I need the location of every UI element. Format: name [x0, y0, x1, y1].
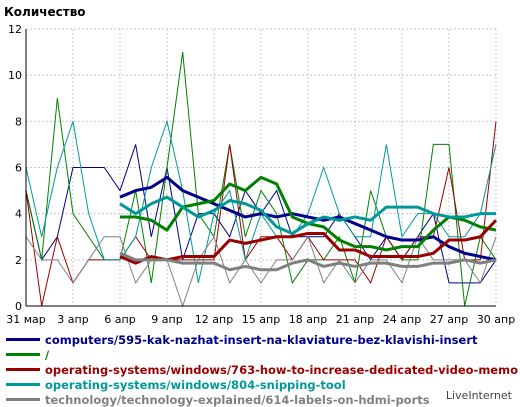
x-tick-label: 30 апр [477, 313, 515, 326]
legend-entry: operating-systems/windows/804-snipping-t… [6, 377, 518, 392]
legend-label: operating-systems/windows/804-snipping-t… [45, 377, 346, 392]
x-tick-label: 3 апр [57, 313, 88, 326]
series-trend-line-4 [119, 195, 496, 235]
axes [25, 29, 496, 307]
series-line-5 [25, 235, 497, 308]
y-tick-label: 4 [15, 208, 22, 221]
x-tick-label: 31 мар [6, 313, 46, 326]
x-tick-label: 27 апр [430, 313, 468, 326]
legend-label: operating-systems/windows/763-how-to-inc… [45, 362, 518, 377]
legend-entry: operating-systems/windows/763-how-to-inc… [6, 362, 518, 377]
y-axis-label: Количество [4, 5, 86, 19]
line-chart: Количество 0 2 4 6 8 10 12 31 мар 3 апр 6 апр 9 а… [4, 5, 515, 326]
legend-label: technology/technology-explained/614-labe… [45, 392, 430, 407]
x-tick-labels: 31 мар 3 апр 6 апр 9 апр 12 апр 15 апр 18 апр 2… [6, 313, 515, 326]
x-tick-label: 18 апр [289, 313, 327, 326]
legend-swatch [6, 383, 40, 386]
smoothed-series-lines [119, 175, 498, 272]
series-trend-line-3 [119, 219, 498, 265]
legend-label: / [45, 347, 50, 362]
y-tick-label: 0 [15, 300, 22, 313]
y-tick-label: 6 [15, 162, 22, 175]
y-tick-label: 12 [8, 23, 22, 36]
x-tick-label: 12 апр [195, 313, 233, 326]
chart-legend: computers/595-kak-nazhat-insert-na-klavi… [6, 332, 518, 407]
legend-label: computers/595-kak-nazhat-insert-na-klavi… [45, 332, 478, 347]
raw-series-lines [25, 52, 497, 308]
legend-swatch [6, 338, 40, 341]
series-trend-line-1 [119, 175, 497, 262]
x-tick-label: 21 апр [336, 313, 374, 326]
legend-entry: technology/technology-explained/614-labe… [6, 392, 518, 407]
legend-swatch [6, 368, 40, 371]
brand-label: LiveInternet [445, 389, 512, 402]
series-trend-line-5 [119, 251, 497, 272]
x-tick-label: 6 апр [104, 313, 135, 326]
y-tick-label: 10 [8, 69, 22, 82]
legend-entry: computers/595-kak-nazhat-insert-na-klavi… [6, 332, 518, 347]
y-tick-label: 8 [15, 115, 22, 128]
legend-swatch [6, 398, 40, 401]
x-tick-label: 24 апр [383, 313, 421, 326]
y-tick-labels: 0 2 4 6 8 10 12 [8, 23, 22, 313]
x-tick-label: 15 апр [242, 313, 280, 326]
y-tick-label: 2 [15, 254, 22, 267]
x-tick-label: 9 апр [151, 313, 182, 326]
legend-entry: / [6, 347, 518, 362]
legend-swatch [6, 353, 40, 356]
